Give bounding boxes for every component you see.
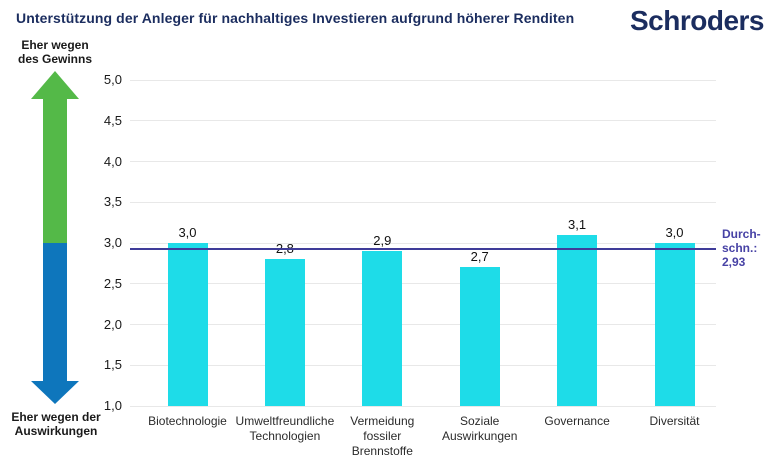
- gridline: [130, 161, 716, 162]
- y-axis-tick-label: 1,0: [103, 398, 122, 413]
- y-axis-tick-label: 1,5: [103, 357, 122, 373]
- bar-value-label: 2,7: [470, 249, 489, 265]
- category-label: Diversität: [649, 414, 700, 428]
- arrow-shaft-blue: [43, 243, 67, 381]
- axis-arrow-bottom-label: Eher wegen der Auswirkungen: [11, 410, 101, 438]
- gridline: [130, 79, 716, 81]
- y-axis-tick-label: 3,5: [103, 194, 122, 210]
- gridline: [130, 242, 716, 244]
- bar: [264, 259, 305, 406]
- bar: [167, 243, 208, 406]
- axis-arrow-top-label: Eher wegen des Gewinns: [17, 38, 93, 66]
- gridline: [130, 324, 716, 325]
- category-label: Biotechnologie: [148, 414, 227, 428]
- up-arrow-icon: [31, 71, 79, 99]
- category-label: Umweltfreundliche Technologien: [235, 414, 335, 443]
- category-label: Governance: [544, 414, 610, 428]
- bar: [362, 251, 403, 406]
- bar-value-label: 3,1: [568, 216, 587, 232]
- y-axis-tick-label: 2,5: [103, 275, 122, 291]
- average-line-label: Durch- schn.: 2,93: [722, 227, 761, 269]
- bar-value-label: 3,0: [665, 225, 684, 240]
- down-arrow-icon: [31, 381, 79, 404]
- y-axis-tick-label: 2,0: [103, 316, 122, 332]
- chart-title: Unterstützung der Anleger für nachhaltig…: [16, 10, 575, 26]
- y-axis-tick-label: 3,0: [103, 235, 122, 250]
- gridline: [130, 405, 716, 407]
- average-line: [130, 247, 716, 250]
- gridline: [130, 364, 716, 366]
- gridline: [130, 283, 716, 285]
- bar-value-label: 2,9: [373, 233, 392, 249]
- schroders-logo: Schroders: [630, 5, 765, 36]
- bar-value-label: 3,0: [178, 225, 197, 240]
- y-axis-tick-label: 4,5: [103, 112, 122, 128]
- arrow-shaft-green: [43, 98, 67, 243]
- bar: [654, 243, 695, 406]
- category-label: Soziale Auswirkungen: [442, 414, 518, 443]
- bar: [557, 234, 598, 406]
- y-axis-tick-label: 5,0: [103, 72, 122, 87]
- bar: [459, 267, 500, 406]
- gridline: [130, 201, 716, 203]
- gridline: [130, 120, 716, 122]
- category-label: Vermeidung fossiler Brennstoffe: [350, 414, 415, 457]
- y-axis-tick-label: 4,0: [103, 153, 122, 169]
